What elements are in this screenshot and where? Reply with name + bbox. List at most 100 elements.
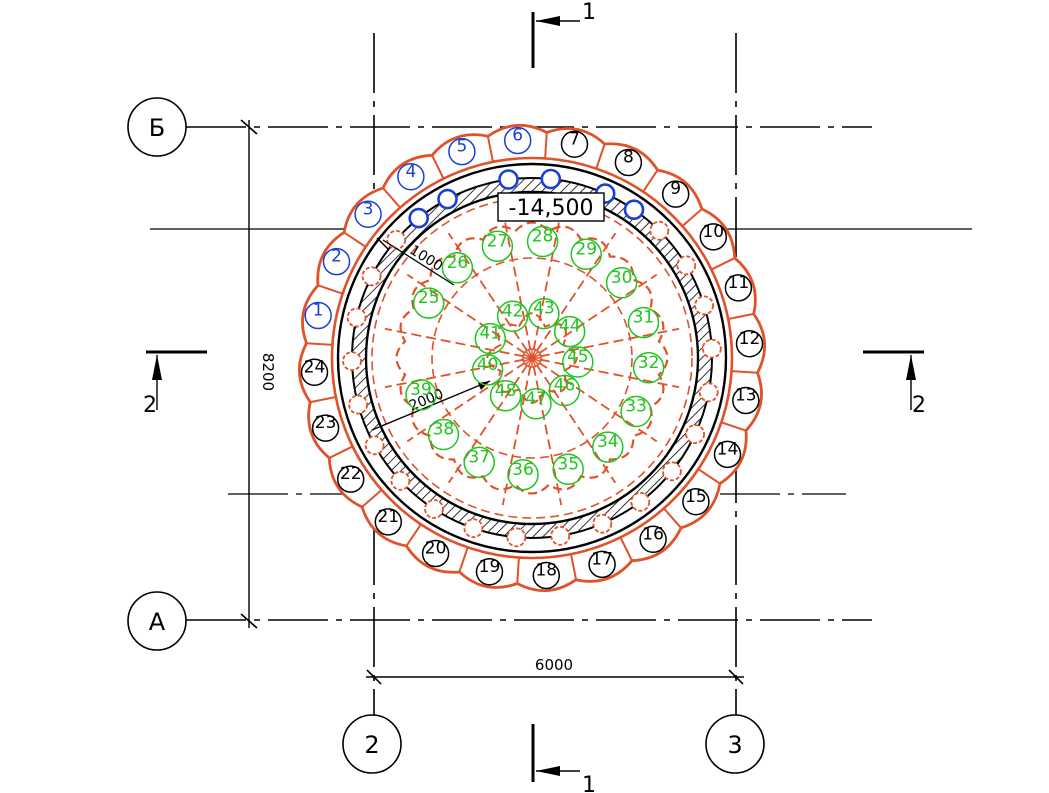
inner-pile-44-text: 44 — [559, 317, 581, 337]
inner-pile-29: 29 — [570, 238, 602, 271]
outer-scallop-divider — [727, 312, 754, 320]
wall-markers — [342, 168, 722, 548]
inner-pile-33: 33 — [620, 395, 652, 428]
outer-pile-1: 1 — [304, 301, 332, 330]
inner-spoke — [538, 361, 658, 443]
outer-pile-2: 2 — [322, 247, 351, 276]
dimension-width-label: 6000 — [535, 656, 573, 674]
section-label-1-top: 1 — [582, 0, 596, 25]
outer-ring-inner-edge — [330, 156, 734, 560]
outer-pile-15: 15 — [682, 487, 710, 516]
inner-pile-43-text: 43 — [533, 299, 555, 319]
axis-bubble-2: 2 — [342, 714, 402, 774]
inner-pile-36: 36 — [507, 458, 539, 491]
inner-spoke — [501, 365, 532, 506]
outer-pile-8: 8 — [614, 148, 643, 177]
outer-scallop-divider — [721, 421, 747, 432]
wall-marker-orange — [424, 499, 444, 519]
inner-pile-29-text: 29 — [575, 239, 597, 259]
inner-pile-40: 40 — [471, 354, 504, 386]
section-marker-1-bottom: 1 — [531, 724, 596, 793]
outer-scallop-divider — [544, 132, 548, 159]
inner-pile-30-text: 30 — [611, 268, 633, 288]
outer-pile-8-text: 8 — [623, 148, 634, 168]
inner-pile-42-text: 42 — [502, 301, 524, 321]
wall-marker-blue — [408, 207, 430, 229]
outer-pile-5: 5 — [448, 137, 476, 166]
axis-bubble-A: А — [127, 591, 187, 651]
outer-pile-6: 6 — [503, 126, 532, 155]
inner-pile-28-text: 28 — [532, 227, 554, 247]
inner-pile-41: 41 — [474, 322, 507, 355]
dimension-height: 8200 — [240, 119, 277, 629]
outer-scallop-divider — [516, 557, 520, 584]
inner-pile-34: 34 — [592, 431, 624, 463]
axis-bubble-3: 3 — [705, 714, 765, 774]
inner-pile-37: 37 — [463, 446, 495, 479]
outer-scallop-divider — [382, 187, 401, 209]
wall-marker-orange — [649, 220, 670, 241]
inner-pile-25-text: 25 — [418, 288, 440, 308]
outer-pile-4-text: 4 — [405, 162, 416, 182]
inner-pile-45: 45 — [562, 346, 594, 378]
outer-scallop-divider — [595, 143, 606, 169]
outer-pile-6-text: 6 — [512, 126, 523, 146]
outer-pile-14: 14 — [713, 439, 742, 469]
outer-scallop-divider — [310, 396, 337, 404]
wall-marker-orange — [506, 527, 527, 548]
inner-spoke — [539, 327, 680, 358]
wall-marker-orange — [386, 229, 407, 250]
section-marker-1-top: 1 — [531, 0, 596, 68]
outer-pile-17-text: 17 — [591, 549, 613, 569]
inner-dashed-ring-small — [431, 257, 633, 459]
inner-pile-39: 39 — [405, 379, 437, 411]
outer-pile-16-text: 16 — [642, 524, 664, 544]
outer-pile-20-text: 20 — [425, 539, 447, 559]
inner-spoke — [384, 327, 525, 358]
wall-marker-orange — [364, 435, 385, 456]
outer-scallop-divider — [431, 154, 445, 180]
outer-pile-19: 19 — [475, 557, 504, 586]
outer-pile-10: 10 — [699, 222, 728, 251]
inner-pile-46: 46 — [548, 374, 581, 407]
center-star — [527, 348, 537, 368]
inner-pile-44: 44 — [553, 315, 586, 348]
inner-pile-40-text: 40 — [477, 355, 499, 375]
inner-pile-26: 26 — [441, 252, 474, 284]
outer-scallop-divider — [681, 208, 703, 227]
section-marker-2-right: 2 — [863, 350, 926, 418]
inner-pile-43: 43 — [528, 297, 560, 330]
wall-marker-orange — [550, 525, 571, 546]
wall-marker-orange — [361, 266, 382, 287]
inner-spoke — [406, 361, 526, 443]
outer-scallop-divider — [306, 342, 333, 346]
wall-marker-orange — [676, 255, 697, 276]
wall-marker-orange — [346, 307, 367, 328]
wall-marker-orange — [463, 518, 484, 539]
inner-pile-25: 25 — [412, 287, 445, 319]
axis-label-3: 3 — [727, 731, 742, 759]
inner-spoke — [501, 210, 532, 351]
inner-pile-34-text: 34 — [597, 432, 619, 452]
wall-marker-orange — [630, 491, 651, 512]
outer-pile-20: 20 — [421, 539, 450, 568]
axis-label-B: Б — [149, 114, 165, 142]
outer-scallop-divider — [619, 536, 633, 562]
outer-pile-23: 23 — [311, 413, 340, 442]
outer-scallop-divider — [405, 523, 422, 547]
inner-pile-38-text: 38 — [433, 420, 455, 440]
outer-pile-11-text: 11 — [728, 273, 750, 293]
wall-marker-orange — [662, 461, 682, 482]
outer-scallop-divider — [697, 468, 721, 485]
outer-pile-22: 22 — [336, 464, 365, 493]
axis-label-A: А — [149, 608, 166, 636]
outer-pile-4: 4 — [397, 162, 425, 191]
wall-marker-blue — [540, 168, 562, 190]
outer-scallop-divider — [710, 257, 736, 271]
outer-pile-18-text: 18 — [535, 561, 557, 581]
inner-pile-28: 28 — [526, 225, 559, 258]
inner-pile-35-text: 35 — [557, 454, 579, 474]
